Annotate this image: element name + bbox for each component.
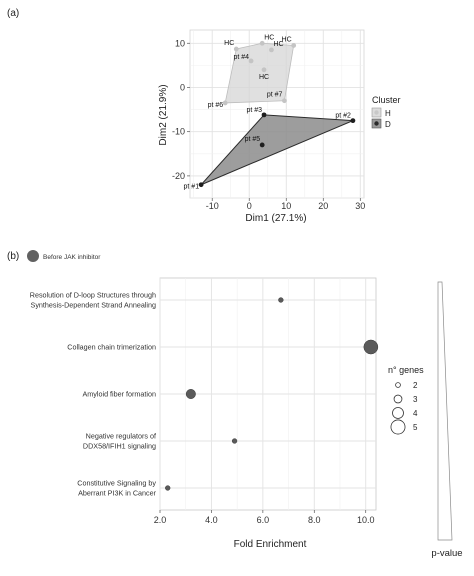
enrichment-category-label: Amyloid fiber formation [83, 390, 157, 399]
pca-y-tick-label: 10 [175, 38, 185, 48]
gene-count-legend-value: 3 [413, 395, 418, 404]
pca-point-label: HC [259, 74, 269, 81]
enrichment-points [165, 297, 379, 491]
pca-x-ticks: -10 0 10 20 30 [206, 198, 365, 211]
pca-x-axis-title: Dim1 (27.1%) [245, 213, 306, 224]
enrichment-gridlines [159, 278, 376, 510]
enrichment-x-tick-label: 10.0 [357, 515, 375, 525]
pca-point [282, 98, 287, 104]
enrichment-category-label: Synthesis-Dependent Strand Annealing [31, 301, 156, 310]
pca-point [233, 46, 239, 52]
gene-count-legend: n° genes 2 3 4 5 [388, 365, 424, 435]
enrichment-category-label: DDX58/IFIH1 signaling [83, 442, 156, 451]
pca-point [248, 58, 254, 64]
enrichment-point [165, 485, 171, 491]
cluster-legend-label-h: H [385, 109, 391, 118]
enrichment-x-ticks: 2.0 4.0 6.0 8.0 10.0 [154, 510, 375, 525]
hull-cluster-h [224, 42, 295, 104]
series-legend: Before JAK inhibitor [27, 250, 101, 262]
gene-count-legend-circle [393, 394, 403, 404]
enrichment-category-labels: Resolution of D-loop Structures throughS… [30, 291, 157, 498]
pca-y-tick-label: -20 [172, 171, 185, 181]
pca-point-label: pt #4 [234, 54, 250, 61]
series-legend-label: Before JAK inhibitor [43, 254, 101, 261]
pvalue-gradient: p-value [431, 281, 463, 559]
gene-count-legend-circle [395, 382, 401, 388]
gene-count-legend-circle [392, 407, 404, 419]
gene-count-legend-value: 2 [413, 381, 418, 390]
cluster-legend-dot-h [374, 110, 379, 115]
pvalue-label: p-value [431, 548, 462, 559]
enrichment-point [278, 297, 284, 303]
gene-count-legend-value: 5 [413, 423, 418, 432]
pca-point-label: HC [264, 34, 274, 41]
enrichment-x-tick-label: 6.0 [257, 515, 270, 525]
pca-point [261, 67, 267, 73]
pca-point-label: pt #3 [246, 107, 262, 114]
pca-point-label: pt #2 [335, 113, 351, 120]
pca-hulls [200, 42, 354, 186]
pca-y-tick-label: -10 [172, 127, 185, 137]
pca-y-tick-label: 0 [180, 82, 185, 92]
enrichment-point [231, 438, 238, 444]
cluster-legend-title: Cluster [372, 95, 401, 105]
pca-point [259, 40, 265, 46]
gene-count-legend-title: n° genes [388, 365, 424, 375]
enrichment-x-tick-label: 4.0 [205, 515, 218, 525]
pca-point-label: HC [273, 41, 283, 48]
pca-x-tick-label: -10 [206, 201, 219, 211]
series-legend-dot [27, 250, 39, 262]
gene-count-legend-value: 4 [413, 409, 418, 418]
enrichment-category-label: Negative regulators of [86, 432, 156, 441]
cluster-legend: Cluster H D [371, 95, 401, 129]
pca-point-label: HC [224, 40, 234, 47]
enrichment-category-label: Resolution of D-loop Structures through [30, 291, 156, 300]
pca-point-label: pt #1 [184, 184, 200, 191]
pvalue-wedge [437, 281, 453, 541]
pca-point-label: pt #6 [208, 102, 224, 109]
pca-point [222, 100, 228, 106]
enrichment-category-label: Collagen chain trimerization [67, 343, 156, 352]
panel-b-label: (b) [7, 251, 19, 262]
pca-point-label: pt #5 [245, 136, 261, 143]
pca-x-tick-label: 30 [355, 201, 365, 211]
enrichment-chart: Resolution of D-loop Structures throughS… [30, 277, 463, 559]
panel-a-label: (a) [7, 8, 19, 19]
pca-point [259, 142, 265, 148]
cluster-legend-dot-d [374, 121, 379, 126]
hull-cluster-d [200, 114, 354, 186]
gene-count-legend-circle [390, 419, 406, 435]
pca-point-label: pt #7 [267, 92, 283, 99]
pca-y-axis-title: Dim2 (21.9%) [158, 84, 169, 145]
pca-point [261, 112, 267, 118]
pca-y-ticks: -20 -10 0 10 [172, 38, 190, 181]
pca-point-label: HC [282, 36, 292, 43]
cluster-legend-label-d: D [385, 120, 391, 129]
pca-point [198, 182, 204, 188]
enrichment-x-tick-label: 8.0 [308, 515, 321, 525]
pca-point [269, 47, 274, 53]
pca-points [198, 40, 356, 188]
pca-x-tick-label: 0 [247, 201, 252, 211]
enrichment-x-tick-label: 2.0 [154, 515, 167, 525]
enrichment-category-label: Aberrant PI3K in Cancer [78, 489, 157, 498]
pca-point [291, 43, 297, 48]
enrichment-x-axis-title: Fold Enrichment [234, 539, 307, 550]
pca-x-tick-label: 20 [318, 201, 328, 211]
pca-x-tick-label: 10 [281, 201, 291, 211]
enrichment-point [363, 339, 379, 355]
pca-point [350, 118, 356, 124]
enrichment-point [185, 389, 196, 399]
enrichment-category-label: Constitutive Signaling by [77, 479, 156, 488]
